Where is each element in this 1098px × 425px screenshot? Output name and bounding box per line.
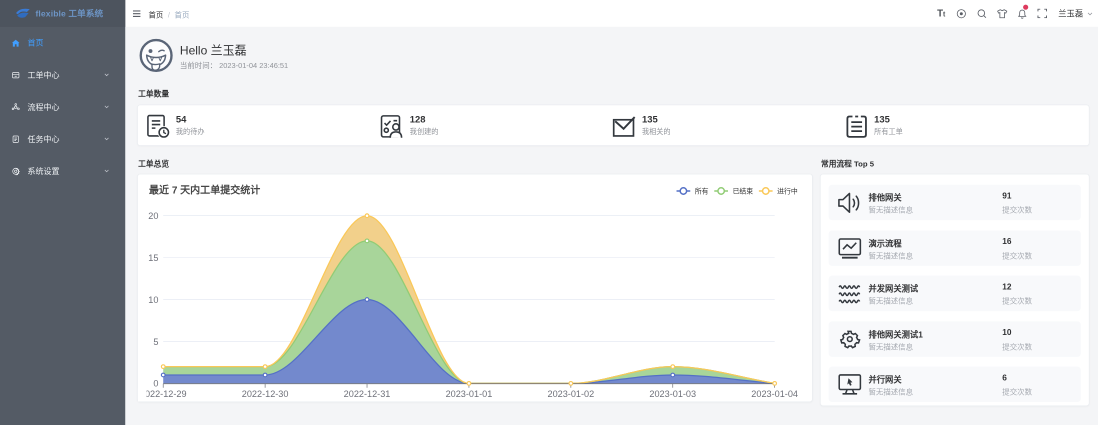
svg-text:2023-01-01: 2023-01-01	[445, 389, 492, 399]
svg-text:2022-12-31: 2022-12-31	[343, 389, 390, 399]
svg-text:0: 0	[153, 379, 158, 389]
svg-text:2023-01-02: 2023-01-02	[547, 389, 594, 399]
svg-text:2022-12-29: 2022-12-29	[140, 389, 187, 399]
svg-text:2023-01-03: 2023-01-03	[649, 389, 696, 399]
svg-text:2023-01-04: 2023-01-04	[751, 389, 798, 399]
svg-text:15: 15	[148, 253, 158, 263]
svg-text:进行中: 进行中	[777, 187, 798, 196]
svg-text:已结束: 已结束	[732, 187, 753, 196]
svg-text:2022-12-30: 2022-12-30	[242, 389, 289, 399]
svg-text:所有: 所有	[695, 187, 709, 196]
svg-text:10: 10	[148, 295, 158, 305]
svg-text:5: 5	[153, 337, 158, 347]
svg-text:20: 20	[148, 211, 158, 221]
